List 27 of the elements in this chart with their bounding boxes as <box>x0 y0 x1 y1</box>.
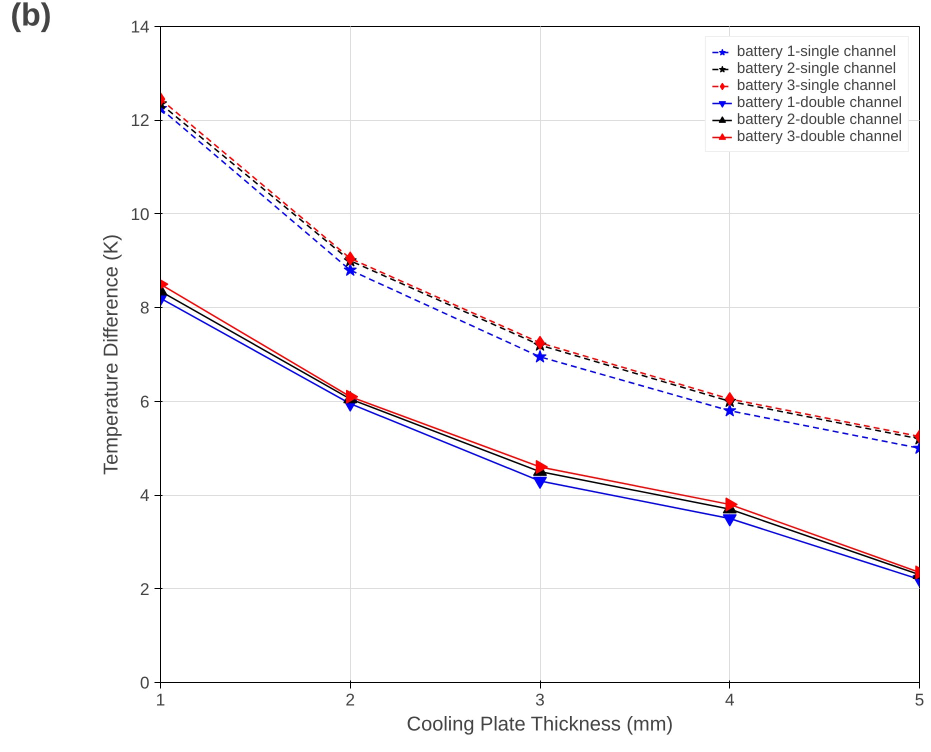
point <box>344 263 357 276</box>
y-tick-label: 8 <box>140 298 150 318</box>
y-tick-label: 10 <box>130 204 150 224</box>
legend-label: battery 3-double channel <box>736 128 902 145</box>
y-tick-label: 0 <box>140 674 150 692</box>
legend-label: battery 3-single channel <box>736 77 896 94</box>
legend-label: battery 2-double channel <box>736 111 902 128</box>
x-axis-title: Cooling Plate Thickness (mm) <box>406 714 674 736</box>
point <box>723 404 736 416</box>
legend-label: battery 1-single channel <box>736 43 896 60</box>
x-tick-label: 5 <box>914 690 924 710</box>
y-tick-label: 6 <box>140 392 150 412</box>
text: (b) <box>10 0 52 32</box>
x-tick-label: 2 <box>346 690 355 710</box>
y-tick-label: 2 <box>140 580 150 599</box>
legend-label: battery 2-single channel <box>736 60 896 77</box>
x-tick-label: 4 <box>725 690 734 710</box>
x-tick-label: 1 <box>156 690 166 710</box>
legend-label: battery 1-double channel <box>736 94 902 111</box>
point <box>533 350 547 363</box>
y-tick-label: 14 <box>130 18 150 36</box>
x-tick-label: 3 <box>535 690 545 710</box>
point <box>346 390 358 404</box>
y-axis-title: Temperature Difference (K) <box>100 234 123 475</box>
point <box>345 251 356 266</box>
y-tick-label: 4 <box>140 486 150 506</box>
y-tick-label: 12 <box>130 111 150 130</box>
